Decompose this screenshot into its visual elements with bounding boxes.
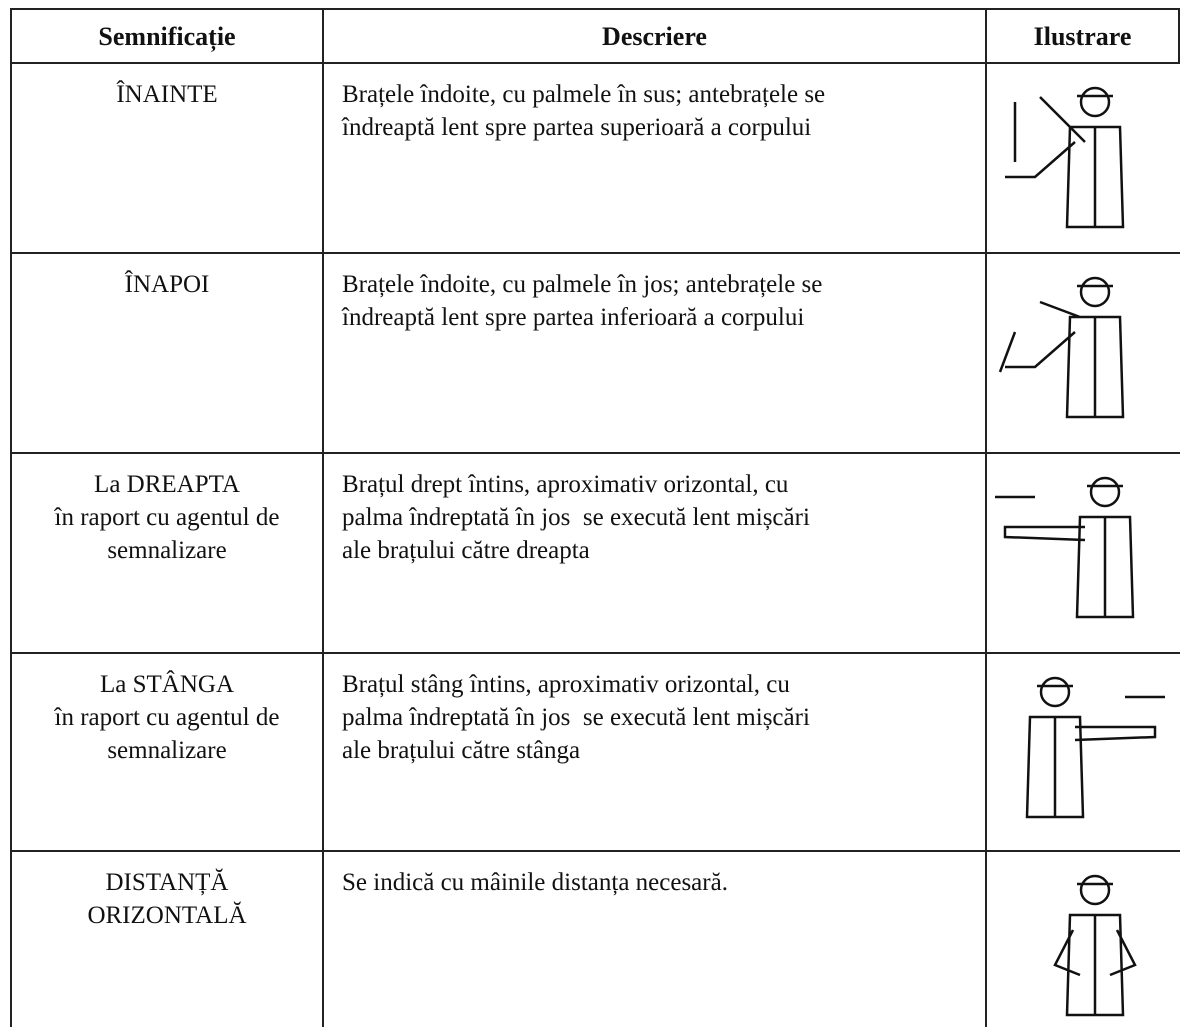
figure-drawing <box>1053 874 1137 1017</box>
meaning-line: în raport cu agentul de <box>54 704 280 731</box>
illustration <box>1053 874 1137 1017</box>
description-line: ale brațului către stânga <box>342 737 581 764</box>
illustration-cell <box>985 452 1180 652</box>
meaning-line: semnalizare <box>107 737 227 764</box>
figure-drawing <box>995 476 1135 619</box>
description-line: Brațul drept întins, aproximativ orizont… <box>342 471 789 498</box>
meaning-line: în raport cu agentul de <box>54 504 280 531</box>
figure-drawing <box>1025 676 1165 819</box>
meaning-cell: ÎNAINTE <box>10 62 322 252</box>
meaning-cell: La DREAPTA în raport cu agentul de semnali… <box>10 452 322 652</box>
figure-drawing <box>998 276 1125 419</box>
description-line: Brațele îndoite, cu palmele în sus; ante… <box>342 81 826 108</box>
description-line: îndreaptă lent spre partea superioară a … <box>342 114 812 141</box>
description-line: ale brațului către dreapta <box>342 537 590 564</box>
meaning-line: La DREAPTA <box>94 471 240 498</box>
illustration <box>1025 676 1165 819</box>
meaning-line: DISTANȚĂ <box>105 869 229 896</box>
illustration <box>998 276 1125 419</box>
meaning-line: ÎNAPOI <box>124 271 210 298</box>
description-line: Brațele îndoite, cu palmele în jos; ante… <box>342 271 823 298</box>
description-cell: Se indică cu mâinile distanța necesară. <box>322 850 985 1027</box>
figure-drawing <box>1005 86 1125 229</box>
description-line: palma îndreptată în jos se execută lent … <box>342 704 810 731</box>
description-line: îndreaptă lent spre partea inferioară a … <box>342 304 805 331</box>
description-cell: Brațul stâng întins, aproximativ orizont… <box>322 652 985 850</box>
meaning-cell: DISTANȚĂ ORIZONTALĂ <box>10 850 322 1027</box>
meaning-cell: La STÂNGA în raport cu agentul de semnaliz… <box>10 652 322 850</box>
meaning-line: semnalizare <box>107 537 227 564</box>
description-cell: Brațele îndoite, cu palmele în jos; ante… <box>322 252 985 452</box>
meaning-cell: ÎNAPOI <box>10 252 322 452</box>
header-cell: Ilustrare <box>985 8 1180 62</box>
header-cell: Semnificație <box>10 8 322 62</box>
description-cell: Brațul drept întins, aproximativ orizont… <box>322 452 985 652</box>
description-line: Se indică cu mâinile distanța necesară. <box>342 869 728 896</box>
illustration <box>995 476 1135 619</box>
illustration-cell <box>985 252 1180 452</box>
header-cell: Descriere <box>322 8 985 62</box>
description-line: palma îndreptată în jos se execută lent … <box>342 504 810 531</box>
illustration-cell <box>985 652 1180 850</box>
meaning-line: ORIZONTALĂ <box>87 902 247 929</box>
illustration-cell <box>985 62 1180 252</box>
description-line: Brațul stâng întins, aproximativ orizont… <box>342 671 790 698</box>
meaning-line: La STÂNGA <box>99 671 234 698</box>
description-cell: Brațele îndoite, cu palmele în sus; ante… <box>322 62 985 252</box>
illustration <box>1005 86 1125 229</box>
meaning-line: ÎNAINTE <box>116 81 218 108</box>
illustration-cell <box>985 850 1180 1027</box>
